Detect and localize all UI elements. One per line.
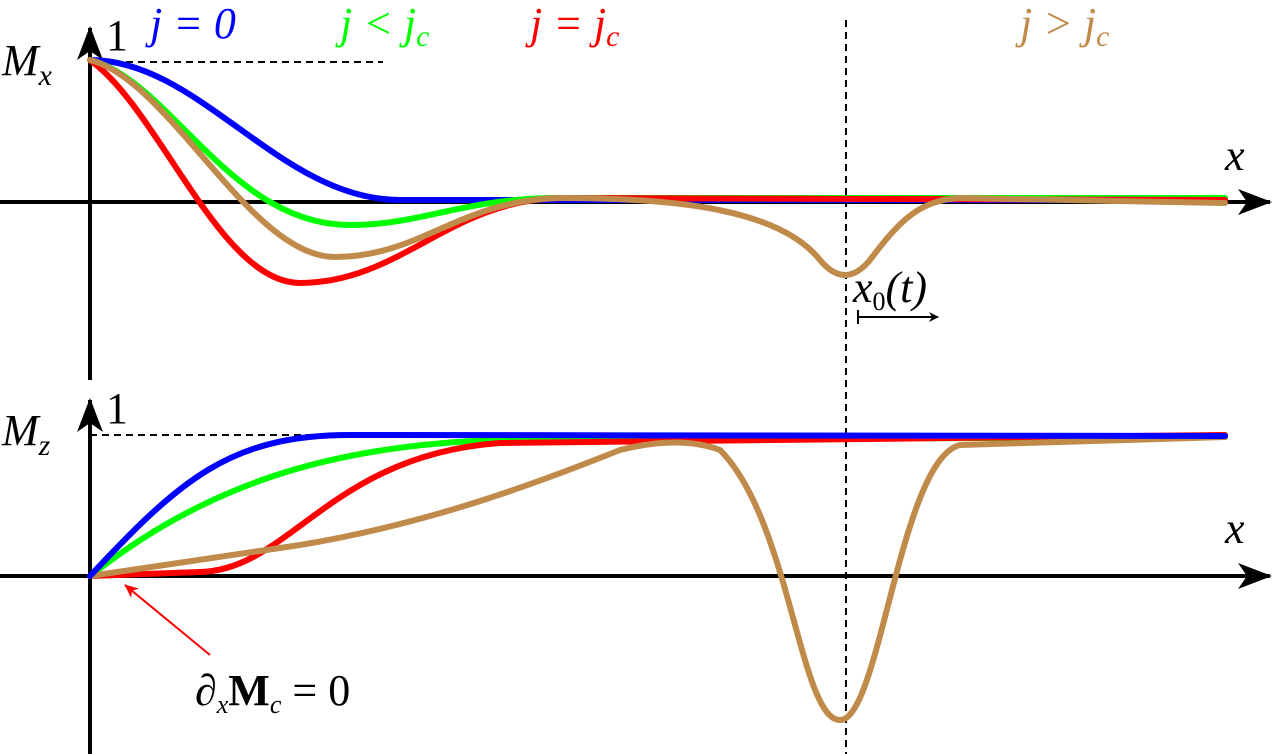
legend-entry: j < jc [335,0,429,53]
y-label: Mz [1,406,51,462]
velocity-arrow [857,310,939,324]
legend-entry: j = jc [525,0,619,53]
top-curves [87,57,1228,287]
curve [87,432,1228,579]
legend-sub: c [1096,20,1109,53]
curve [87,57,1228,278]
label-text: M [1,406,41,455]
legend-sub: c [416,20,429,53]
legend-text: j > j [1015,0,1096,48]
label-text: = 0 [281,666,350,715]
unit-tick: 1 [106,11,128,60]
label-sub: x [38,59,53,92]
marker-label: x0(t) [852,263,927,316]
unit-tick: 1 [106,384,128,433]
label-text: x [852,263,873,312]
legend-entry: j = 0 [145,0,236,48]
annotation-arrow [124,584,211,656]
label-sub: z [38,429,51,462]
label-text: (t) [886,263,928,312]
legend-entry: j > jc [1015,0,1109,53]
curve [87,434,1228,579]
y-label: Mx [1,36,53,92]
label-text: M [1,36,41,85]
legend-text: j < j [335,0,416,48]
x-label: x [1224,504,1245,553]
legend-sub: c [606,20,619,53]
label-sub: 0 [873,287,886,316]
curve [87,434,1228,724]
bottom-curves [87,431,1228,724]
label-text: M [228,666,270,715]
x-label: x [1224,131,1245,180]
label-text: ∂ [195,666,217,715]
label-sub: c [270,690,282,719]
curve [87,57,1228,287]
curve [87,431,1228,579]
legend-text: j = 0 [145,0,236,48]
legend-text: j = j [525,0,606,48]
curve [87,57,1228,203]
annotation: ∂xMc = 0 [195,666,350,719]
label-sub: x [216,690,229,719]
guides [90,20,847,754]
